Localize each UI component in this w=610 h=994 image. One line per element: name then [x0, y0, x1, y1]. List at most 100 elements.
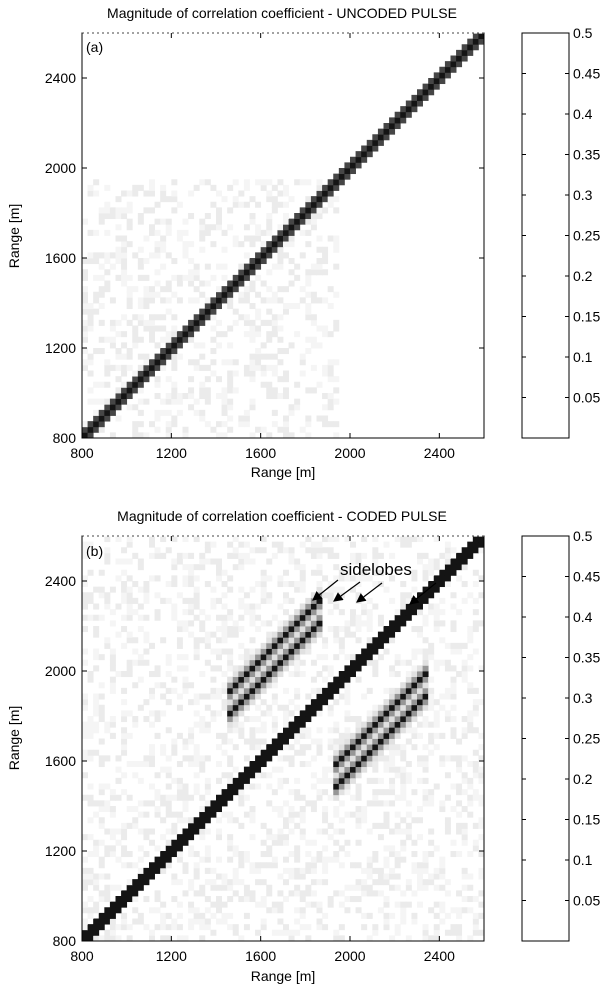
heatmap-cell	[316, 581, 323, 588]
heatmap-cell	[288, 873, 295, 880]
heatmap-cell	[188, 794, 195, 801]
heatmap-cell	[355, 581, 362, 588]
heatmap-cell	[389, 766, 396, 773]
heatmap-cell	[221, 749, 228, 756]
heatmap-cell	[171, 207, 178, 214]
heatmap-cell	[260, 342, 267, 349]
heatmap-cell	[188, 376, 195, 383]
heatmap-cell	[104, 547, 111, 554]
heatmap-cell	[467, 654, 474, 661]
heatmap-cell	[98, 839, 105, 846]
heatmap-cell	[227, 716, 234, 723]
heatmap-cell	[160, 817, 167, 824]
heatmap-cell	[255, 772, 262, 779]
heatmap-cell	[227, 783, 234, 790]
heatmap-cell	[188, 755, 195, 762]
heatmap-cell	[310, 336, 317, 343]
heatmap-cell	[221, 229, 228, 236]
heatmap-cell	[394, 626, 401, 633]
heatmap-cell	[126, 659, 133, 666]
heatmap-cell	[249, 376, 256, 383]
y-tick-label: 2400	[45, 70, 76, 86]
heatmap-cell	[204, 659, 211, 666]
heatmap-cell	[377, 704, 384, 711]
heatmap-cell	[333, 398, 340, 405]
heatmap-cell	[377, 777, 384, 784]
heatmap-cell	[121, 207, 128, 214]
heatmap-cell	[176, 811, 183, 818]
panel-b-title: Magnitude of correlation coefficient - C…	[117, 508, 447, 524]
heatmap-cell	[104, 213, 111, 220]
heatmap-cell	[400, 699, 407, 706]
heatmap-cell	[137, 626, 144, 633]
heatmap-cell	[366, 575, 373, 582]
heatmap-cell	[461, 716, 468, 723]
heatmap-cell	[422, 755, 429, 762]
heatmap-cell	[126, 614, 133, 621]
heatmap-cell	[338, 744, 345, 751]
heatmap-cell	[188, 297, 195, 304]
heatmap-cell	[132, 342, 139, 349]
heatmap-cell	[299, 286, 306, 293]
heatmap-cell	[266, 907, 273, 914]
heatmap-cell	[249, 286, 256, 293]
heatmap-cell	[193, 828, 200, 835]
heatmap-cell	[271, 631, 278, 638]
heatmap-cell	[188, 387, 195, 394]
heatmap-cell	[372, 637, 379, 644]
heatmap-cell	[249, 620, 256, 627]
heatmap-cell	[411, 890, 418, 897]
heatmap-cell	[165, 862, 172, 869]
heatmap-cell	[472, 597, 479, 604]
heatmap-cell	[271, 353, 278, 360]
heatmap-cell	[221, 738, 228, 745]
heatmap-cell	[294, 851, 301, 858]
heatmap-cell	[299, 637, 306, 644]
heatmap-cell	[366, 755, 373, 762]
heatmap-cell	[227, 659, 234, 666]
heatmap-cell	[249, 716, 256, 723]
heatmap-cell	[372, 766, 379, 773]
heatmap-cell	[444, 569, 451, 576]
heatmap-cell	[271, 727, 278, 734]
heatmap-cell	[394, 822, 401, 829]
heatmap-cell	[305, 547, 312, 554]
heatmap-cell	[294, 558, 301, 565]
heatmap-cell	[277, 783, 284, 790]
heatmap-cell	[400, 704, 407, 711]
heatmap-cell	[132, 884, 139, 891]
heatmap-cell	[98, 704, 105, 711]
heatmap-cell	[433, 732, 440, 739]
heatmap-cell	[199, 834, 206, 841]
heatmap-cell	[221, 297, 228, 304]
heatmap-cell	[461, 581, 468, 588]
heatmap-cell	[188, 732, 195, 739]
heatmap-cell	[361, 552, 368, 559]
heatmap-cell	[204, 297, 211, 304]
heatmap-cell	[188, 213, 195, 220]
heatmap-cell	[204, 727, 211, 734]
heatmap-cell	[249, 744, 256, 751]
heatmap-cell	[355, 732, 362, 739]
heatmap-cell	[87, 370, 94, 377]
heatmap-cell	[450, 704, 457, 711]
heatmap-cell	[299, 828, 306, 835]
heatmap-cell	[182, 626, 189, 633]
heatmap-cell	[182, 575, 189, 582]
heatmap-cell	[143, 828, 150, 835]
heatmap-cell	[366, 749, 373, 756]
colorbar-label: 0.45	[573, 66, 600, 82]
heatmap-cell	[193, 597, 200, 604]
heatmap-cell	[143, 631, 150, 638]
heatmap-cell	[82, 732, 88, 739]
heatmap-cell	[361, 693, 368, 700]
heatmap-cell	[132, 862, 139, 869]
heatmap-cell	[171, 381, 178, 388]
heatmap-cell	[467, 710, 474, 717]
heatmap-cell	[193, 867, 200, 874]
heatmap-cell	[344, 755, 351, 762]
heatmap-cell	[288, 620, 295, 627]
heatmap-cell	[98, 896, 105, 903]
heatmap-cell	[188, 822, 195, 829]
heatmap-cell	[294, 693, 301, 700]
